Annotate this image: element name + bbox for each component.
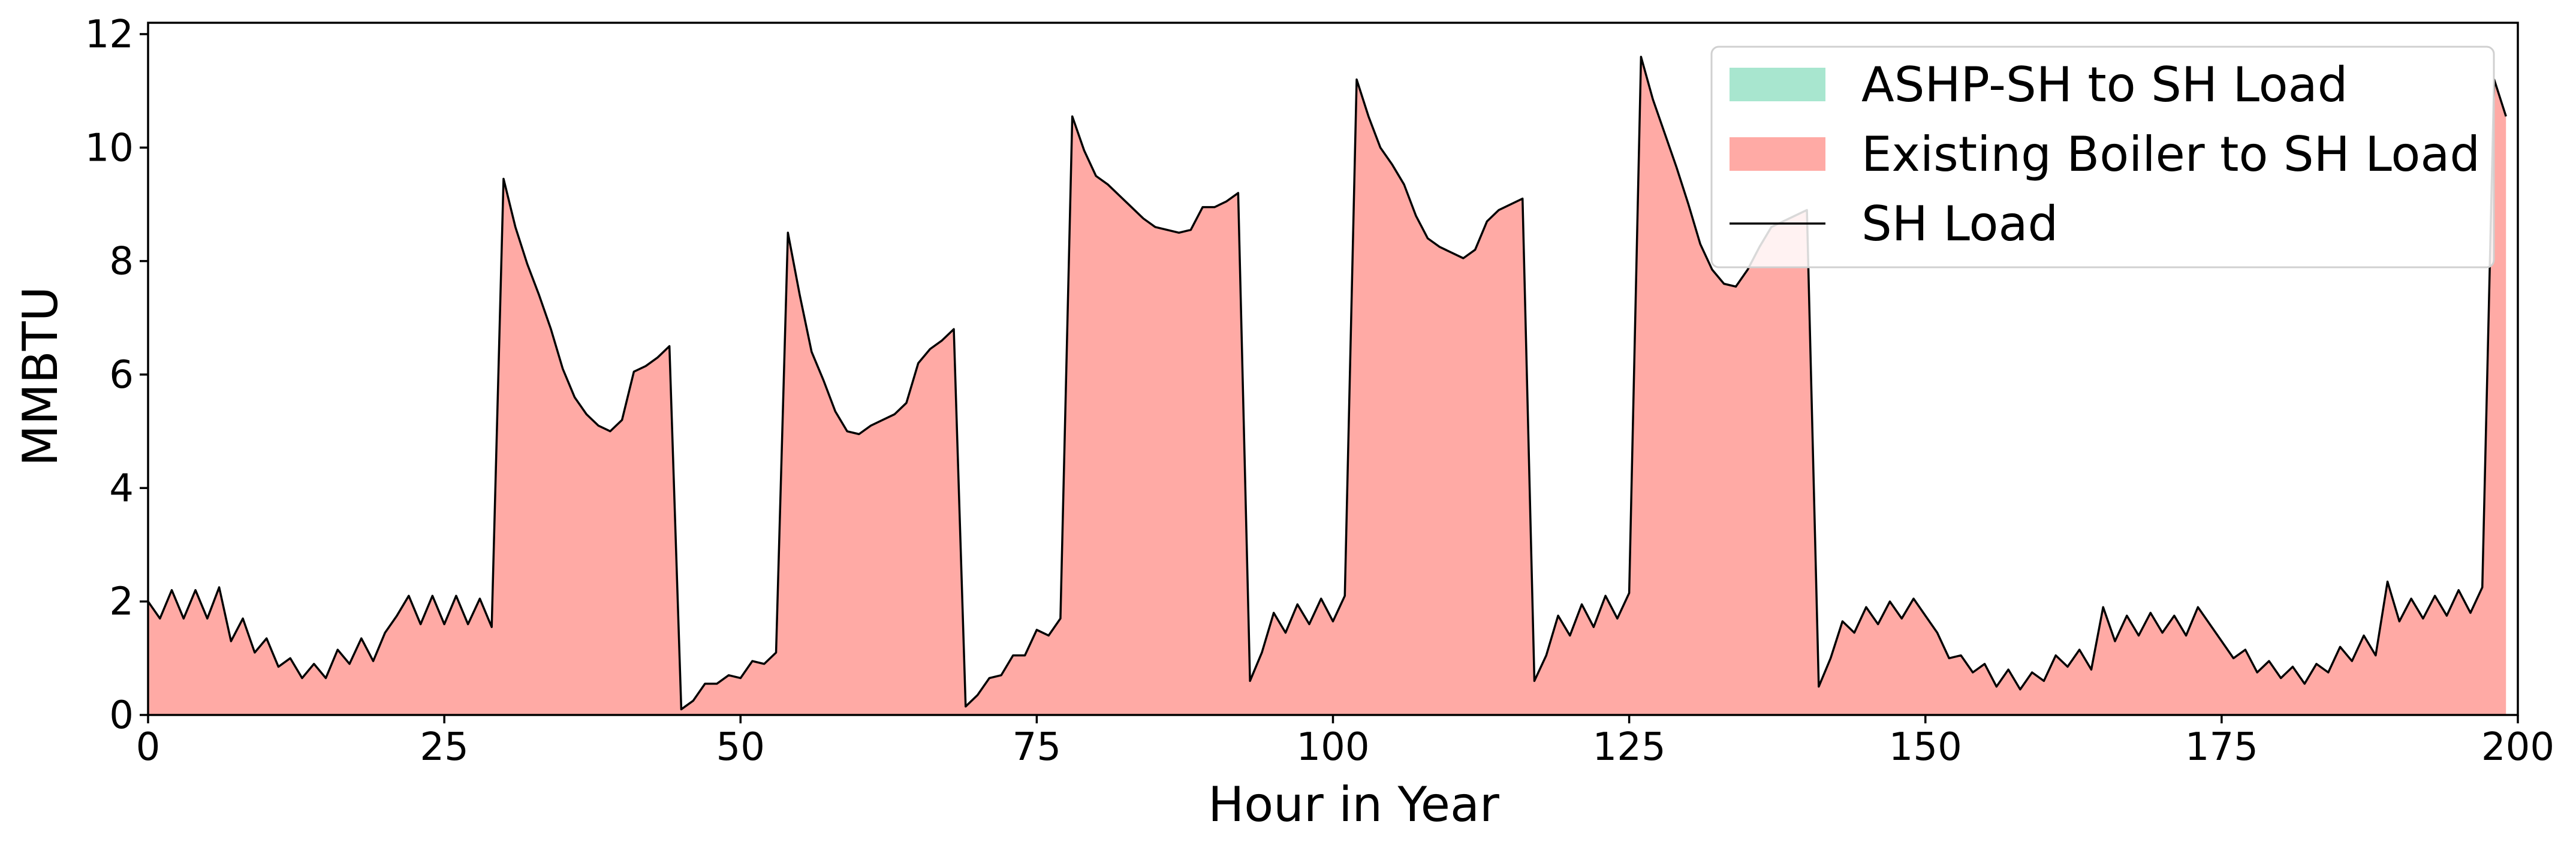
x-tick-label: 25 [420, 725, 468, 769]
x-tick-label: 150 [1889, 725, 1962, 769]
y-tick-label: 0 [109, 693, 134, 738]
y-tick-label: 4 [109, 466, 134, 511]
legend-label: Existing Boiler to SH Load [1861, 126, 2480, 182]
y-tick-label: 10 [85, 126, 134, 170]
legend-label: SH Load [1861, 196, 2058, 252]
legend: ASHP-SH to SH Load Existing Boiler to SH … [1710, 46, 2495, 268]
y-tick-label: 8 [109, 240, 134, 284]
legend-frame [1710, 46, 2495, 268]
x-tick-label: 0 [136, 725, 161, 769]
axes: 0 25 50 75 100 125 150 175 200 0 2 4 6 8 10 12 [85, 13, 2555, 769]
y-axis-title: MMBTU [13, 286, 68, 466]
line-series-0 [147, 56, 2507, 711]
x-tick-label: 75 [1013, 725, 1061, 769]
x-tick-label: 175 [2185, 725, 2258, 769]
y-tick-label: 6 [109, 353, 134, 397]
x-axis-title: Hour in Year [1208, 777, 1499, 832]
legend-area-swatch [1730, 68, 1825, 101]
legend-area-swatch [1730, 137, 1825, 171]
y-tick-label: 2 [109, 580, 134, 624]
y-tick-label: 12 [85, 13, 134, 57]
legend-label: ASHP-SH to SH Load [1861, 57, 2348, 113]
x-tick-label: 200 [2481, 725, 2554, 769]
area-series-1 [148, 56, 2506, 716]
x-tick-label: 125 [1593, 725, 1666, 769]
x-tick-label: 50 [716, 725, 765, 769]
plot-area [147, 56, 2507, 716]
x-tick-label: 100 [1296, 725, 1369, 769]
